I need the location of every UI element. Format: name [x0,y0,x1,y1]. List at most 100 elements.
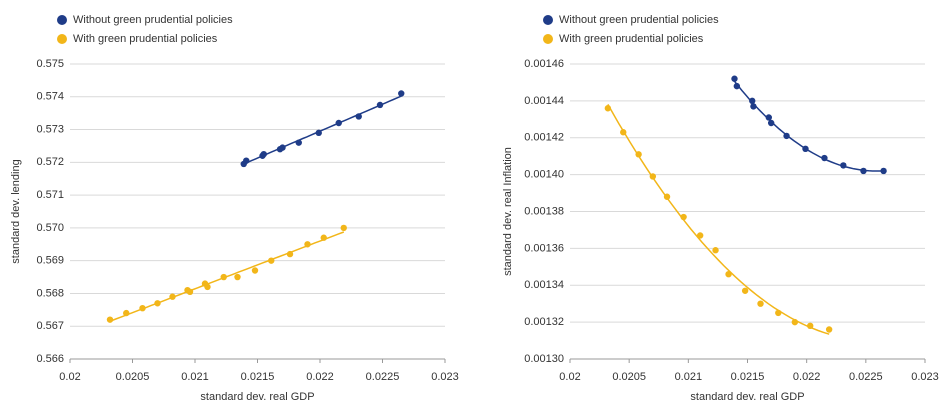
x-tick-label: 0.0215 [241,371,275,383]
data-point [123,309,130,317]
legend-label: Without green prudential policies [559,14,719,26]
data-point [186,288,194,296]
legend-label: Without green prudential policies [73,14,233,26]
y-tick-label: 0.570 [36,222,64,234]
y-tick-label: 0.00130 [524,353,564,365]
data-point [765,114,772,121]
legend-label: With green prudential policies [559,33,704,45]
data-point [825,326,833,333]
x-tick-label: 0.022 [306,371,334,383]
y-tick-label: 0.00136 [524,242,564,254]
data-point [696,232,704,239]
x-tick-label: 0.022 [793,371,821,383]
y-tick-label: 0.571 [36,189,64,201]
data-point [635,151,642,158]
data-point [315,129,322,137]
legend-marker [57,15,67,25]
x-axis-title: standard dev. real GDP [200,391,314,403]
trend-line [243,95,402,165]
x-tick-label: 0.0205 [116,371,150,383]
data-point [741,287,749,294]
y-tick-label: 0.575 [36,58,64,70]
data-point [279,144,286,151]
y-tick-label: 0.00134 [524,279,564,291]
data-point [376,101,384,109]
y-tick-label: 0.00142 [524,132,564,144]
data-point [154,300,161,307]
y-tick-label: 0.572 [36,156,64,168]
x-tick-label: 0.021 [181,371,209,383]
data-point [335,119,342,127]
x-tick-label: 0.023 [911,371,939,383]
data-point [243,157,250,164]
legend-label: With green prudential policies [73,33,218,45]
data-point [295,139,302,146]
data-point [251,267,259,274]
data-point [398,90,405,97]
x-tick-label: 0.021 [675,371,703,383]
data-point [775,309,782,317]
legend-marker [543,15,553,25]
data-point [604,105,612,112]
y-tick-label: 0.567 [36,320,64,332]
legend-marker [543,34,553,44]
legend-marker [57,34,67,44]
data-point [680,213,687,221]
data-point [286,250,294,258]
y-tick-label: 0.568 [36,287,64,299]
x-tick-label: 0.02 [559,371,580,383]
data-point [712,247,719,254]
data-point [620,129,627,136]
data-point [821,154,828,162]
data-point [220,273,227,281]
data-point [767,119,775,127]
data-point [731,75,738,82]
y-axis-title: standard dev. lending [10,159,22,263]
data-point [106,316,114,323]
y-tick-label: 0.566 [36,353,64,365]
y-tick-label: 0.00146 [524,58,564,70]
data-point [791,318,799,326]
y-axis-title: standard dev. real Inflation [502,147,514,276]
data-point [860,167,867,175]
y-tick-label: 0.574 [36,91,64,103]
data-point [807,322,814,330]
data-point [880,167,887,175]
data-point [840,162,847,169]
y-tick-label: 0.00138 [524,205,564,217]
data-point [355,113,362,120]
data-point [733,82,741,90]
data-point [725,270,732,278]
x-tick-label: 0.0215 [731,371,765,383]
y-tick-label: 0.573 [36,123,64,135]
data-point [234,273,241,281]
data-point [802,145,809,153]
x-tick-label: 0.0225 [849,371,883,383]
data-point [749,97,756,105]
y-tick-label: 0.00132 [524,316,564,328]
data-point [260,150,267,158]
y-tick-label: 0.569 [36,255,64,267]
y-tick-label: 0.00144 [524,95,564,107]
data-point [320,234,327,241]
data-point [204,283,211,291]
trend-line [607,104,830,335]
data-point [268,257,275,264]
data-point [783,132,790,140]
data-point [169,293,176,300]
data-point [139,304,146,312]
x-tick-label: 0.02 [59,371,80,383]
x-tick-label: 0.0225 [366,371,400,383]
x-tick-label: 0.0205 [612,371,646,383]
trend-line [733,80,884,172]
data-point [649,173,657,180]
y-tick-label: 0.00140 [524,169,564,181]
data-point [304,241,311,248]
data-point [663,193,671,200]
data-point [757,300,764,307]
x-axis-title: standard dev. real GDP [690,391,804,403]
data-point [750,103,757,110]
x-tick-label: 0.023 [431,371,459,383]
data-point [340,224,347,232]
